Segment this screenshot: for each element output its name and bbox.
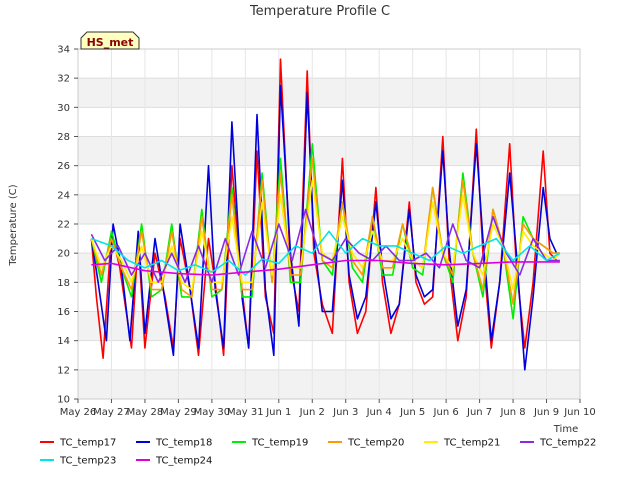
y-axis: 10 12 14 16 18 20 22 24 26 28 30 32 34 (57, 45, 78, 406)
series-line-TC_temp22 (90, 208, 560, 284)
x-tick-label: Jun 6 (433, 407, 459, 418)
legend-label: TC_temp22 (539, 438, 596, 449)
x-tick-label: May 27 (93, 407, 130, 418)
y-tick-label: 12 (57, 365, 70, 376)
x-axis-label: Time (553, 424, 578, 435)
x-tick-label: May 29 (160, 407, 197, 418)
legend-label: TC_temp21 (443, 438, 500, 449)
plot-band (78, 369, 580, 399)
y-tick-label: 28 (57, 132, 70, 143)
series-line-TC_temp18 (90, 84, 558, 371)
legend-label: TC_temp20 (347, 438, 404, 449)
legend-label: TC_temp17 (59, 438, 116, 449)
y-tick-label: 16 (57, 307, 70, 318)
y-tick-label: 26 (57, 161, 70, 172)
y-tick-label: 30 (57, 103, 70, 114)
y-axis-label: Temperature (C) (8, 184, 19, 266)
x-tick-label: Jun 1 (265, 407, 291, 418)
legend-label: TC_temp24 (155, 456, 212, 467)
x-tick-label: Jun 10 (563, 407, 596, 418)
hs-met-badge: HS_met (80, 31, 140, 50)
legend-label: TC_temp18 (155, 438, 212, 449)
x-tick-label: May 30 (194, 407, 231, 418)
legend: TC_temp17 TC_temp18 TC_temp19 TC_temp20 TC_t… (40, 438, 596, 467)
plot-band (78, 78, 580, 108)
legend-label: TC_temp19 (251, 438, 308, 449)
y-tick-label: 34 (57, 45, 70, 56)
series-line-TC_temp24 (91, 259, 560, 276)
series-layer (90, 58, 561, 371)
x-tick-label: Jun 3 (332, 407, 358, 418)
x-tick-label: May 26 (60, 407, 97, 418)
series-line-TC_temp20 (90, 157, 560, 306)
x-tick-label: May 28 (127, 407, 164, 418)
y-tick-label: 10 (57, 395, 70, 406)
x-tick-label: Jun 5 (399, 407, 425, 418)
x-tick-label: Jun 2 (299, 407, 325, 418)
y-tick-label: 14 (57, 336, 70, 347)
y-tick-label: 22 (57, 220, 70, 231)
plot-band (78, 136, 580, 166)
series-line-TC_temp23 (91, 230, 561, 276)
legend-label: TC_temp23 (59, 456, 116, 467)
x-tick-label: May 31 (227, 407, 264, 418)
x-tick-label: Jun 4 (366, 407, 392, 418)
badge-label: HS_met (87, 36, 134, 49)
chart-title: Temperature Profile C (249, 4, 390, 19)
x-tick-label: Jun 8 (499, 407, 525, 418)
y-tick-label: 24 (57, 190, 70, 201)
x-tick-label: Jun 7 (466, 407, 492, 418)
y-tick-label: 32 (57, 74, 70, 85)
y-tick-label: 20 (57, 249, 70, 260)
y-tick-label: 18 (57, 278, 70, 289)
x-tick-label: Jun 9 (533, 407, 559, 418)
